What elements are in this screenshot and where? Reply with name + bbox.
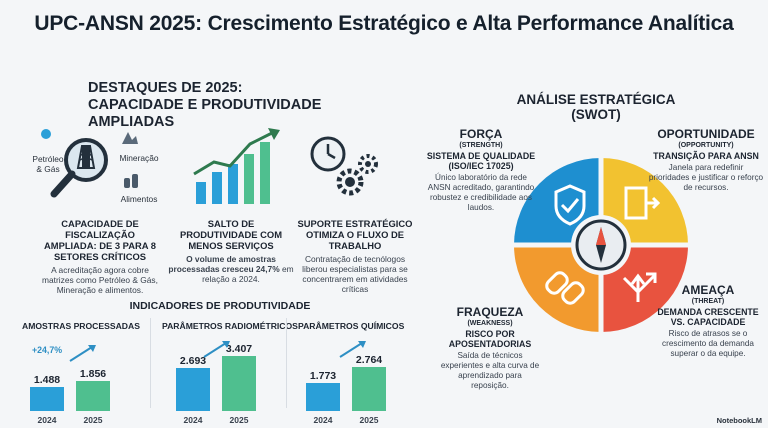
year-label: 2024 [313,415,333,425]
bar-value-label: 2.693 [179,355,207,367]
threat-head: DEMANDA CRESCENTE VS. CAPACIDADE [657,307,759,327]
trend-arrow-icon [339,341,366,358]
split-arrows-icon [622,272,657,302]
year-label: 2024 [37,415,57,425]
strength-title: FORÇA [459,127,503,141]
swot-segment-threat [601,245,688,332]
weakness-sub: (WEAKNESS) [467,320,513,327]
highlight-card-productivity: SALTO DE PRODUTIVIDADE COM MENOS SERVIÇO… [168,218,294,284]
bar-2025 [76,381,110,411]
kpi-chart-radiometricos: PARÂMETROS RADIOMÉTRICOS 2.693 2024 3.407 20… [162,321,298,425]
page-title: UPC-ANSN 2025: Crescimento Estratégico e… [34,12,734,35]
strength-desc: Único laboratório da rede ANSN acreditad… [427,173,535,212]
bar-2025 [222,356,256,411]
capacity-desc: A acreditação agora cobre matrizes como … [42,265,158,295]
swot-wheel [508,152,694,338]
kpi-chart-title: PARÂMETROS QUÍMICOS [298,321,405,331]
notebooklm-brand: NotebookLM [716,416,762,425]
trend-arrow-icon [69,345,96,362]
strength-head: SISTEMA DE QUALIDADE (ISO/IEC 17025) [426,151,536,171]
highlight-card-support: SUPORTE ESTRATÉGICO OTIMIZA O FLUXO DE T… [296,218,414,294]
year-label: 2024 [183,415,203,425]
kpi-divider-2 [286,318,287,408]
bar-2025 [352,367,386,411]
support-desc: Contratação de tecnólogos liberou especi… [302,254,408,294]
opportunity-head: TRANSIÇÃO PARA ANSN [653,151,759,161]
bar-value-label: 1.856 [79,368,107,380]
growth-annotation: +24,7% [32,345,63,355]
threat-title: AMEAÇA [681,283,735,297]
weakness-desc: Saída de técnicos experientes e alta cur… [440,351,540,390]
sector-magnifier-icon [41,129,138,198]
strength-sub: (STRENGTH) [459,142,503,149]
highlight-card-capacity: CAPACIDADE DE FISCALIZAÇÃO AMPLIADA: DE … [40,218,160,295]
swot-threat: AMEAÇA (THREAT) DEMANDA CRESCENTE VS. CA… [652,284,764,359]
kpi-chart-quimicos: PARÂMETROS QUÍMICOS 1.773 2024 2.764 2025 [298,321,428,425]
broken-link-icon [545,271,585,305]
threat-sub: (THREAT) [691,298,725,305]
opportunity-desc: Janela para redefinir prioridades e just… [648,163,764,192]
productivity-heading: SALTO DE PRODUTIVIDADE COM MENOS SERVIÇO… [179,218,283,251]
oil-gas-label: Petróleo & Gás [32,154,64,174]
highlights-heading-line1: DESTAQUES DE 2025: [88,80,243,96]
growth-chart-icon [193,128,280,204]
highlights-heading-line2: CAPACIDADE E PRODUTIVIDADE AMPLIADAS [88,97,322,130]
swot-segment-weakness [514,245,601,332]
weakness-head: RISCO POR APOSENTADORIAS [448,329,532,349]
year-label: 2025 [83,415,103,425]
kpi-chart-amostras: AMOSTRAS PROCESSADAS 1.488 2024 1.856 2025 +2… [22,321,152,425]
door-exit-icon [624,186,661,220]
shield-check-icon [554,184,586,226]
productivity-desc-bold: O volume de amostras processadas cresceu… [168,254,280,274]
year-label: 2025 [229,415,249,425]
weakness-title: FRAQUEZA [456,305,524,319]
support-heading: SUPORTE ESTRATÉGICO OTIMIZA O FLUXO DE T… [297,218,413,251]
kpi-chart-title: AMOSTRAS PROCESSADAS [22,321,140,331]
food-label: Alimentos [120,194,158,204]
bar-2024 [30,387,64,411]
productivity-desc: O volume de amostras processadas cresceu… [168,254,294,284]
swot-heading: ANÁLISE ESTRATÉGICA (SWOT) [516,92,676,122]
swot-weakness: FRAQUEZA (WEAKNESS) RISCO POR APOSENTADO… [440,306,540,391]
opportunity-title: OPORTUNIDADE [657,127,755,141]
bar-value-label: 1.488 [33,374,61,386]
kpi-chart-title: PARÂMETROS RADIOMÉTRICOS [162,321,298,331]
mining-label: Mineração [119,153,159,163]
swot-panel: ANÁLISE ESTRATÉGICA (SWOT) [420,62,768,418]
bar-2024 [176,368,210,411]
bar-2024 [306,383,340,411]
trend-arrow-icon [203,341,230,358]
swot-opportunity: OPORTUNIDADE (OPPORTUNITY) TRANSIÇÃO PAR… [648,128,764,193]
year-label: 2025 [359,415,379,425]
capacity-heading: CAPACIDADE DE FISCALIZAÇÃO AMPLIADA: DE … [44,218,156,262]
bar-value-label: 1.773 [309,370,337,382]
bar-value-label: 2.764 [355,354,383,366]
highlights-panel: DESTAQUES DE 2025: CAPACIDADE E PRODUTIV… [10,62,412,418]
threat-desc: Risco de atrasos se o crescimento da dem… [662,329,754,358]
kpi-divider-1 [150,318,151,408]
productivity-desc-rest: em relação a 2024. [202,264,294,284]
opportunity-sub: (OPPORTUNITY) [678,142,734,149]
highlights-heading: DESTAQUES DE 2025: CAPACIDADE E PRODUTIV… [88,80,408,131]
clock-gears-icon [310,136,378,196]
kpi-heading: INDICADORES DE PRODUTIVIDADE [129,300,311,312]
swot-strength: FORÇA (STRENGTH) SISTEMA DE QUALIDADE (I… [426,128,536,213]
bar-value-label: 3.407 [225,343,253,355]
